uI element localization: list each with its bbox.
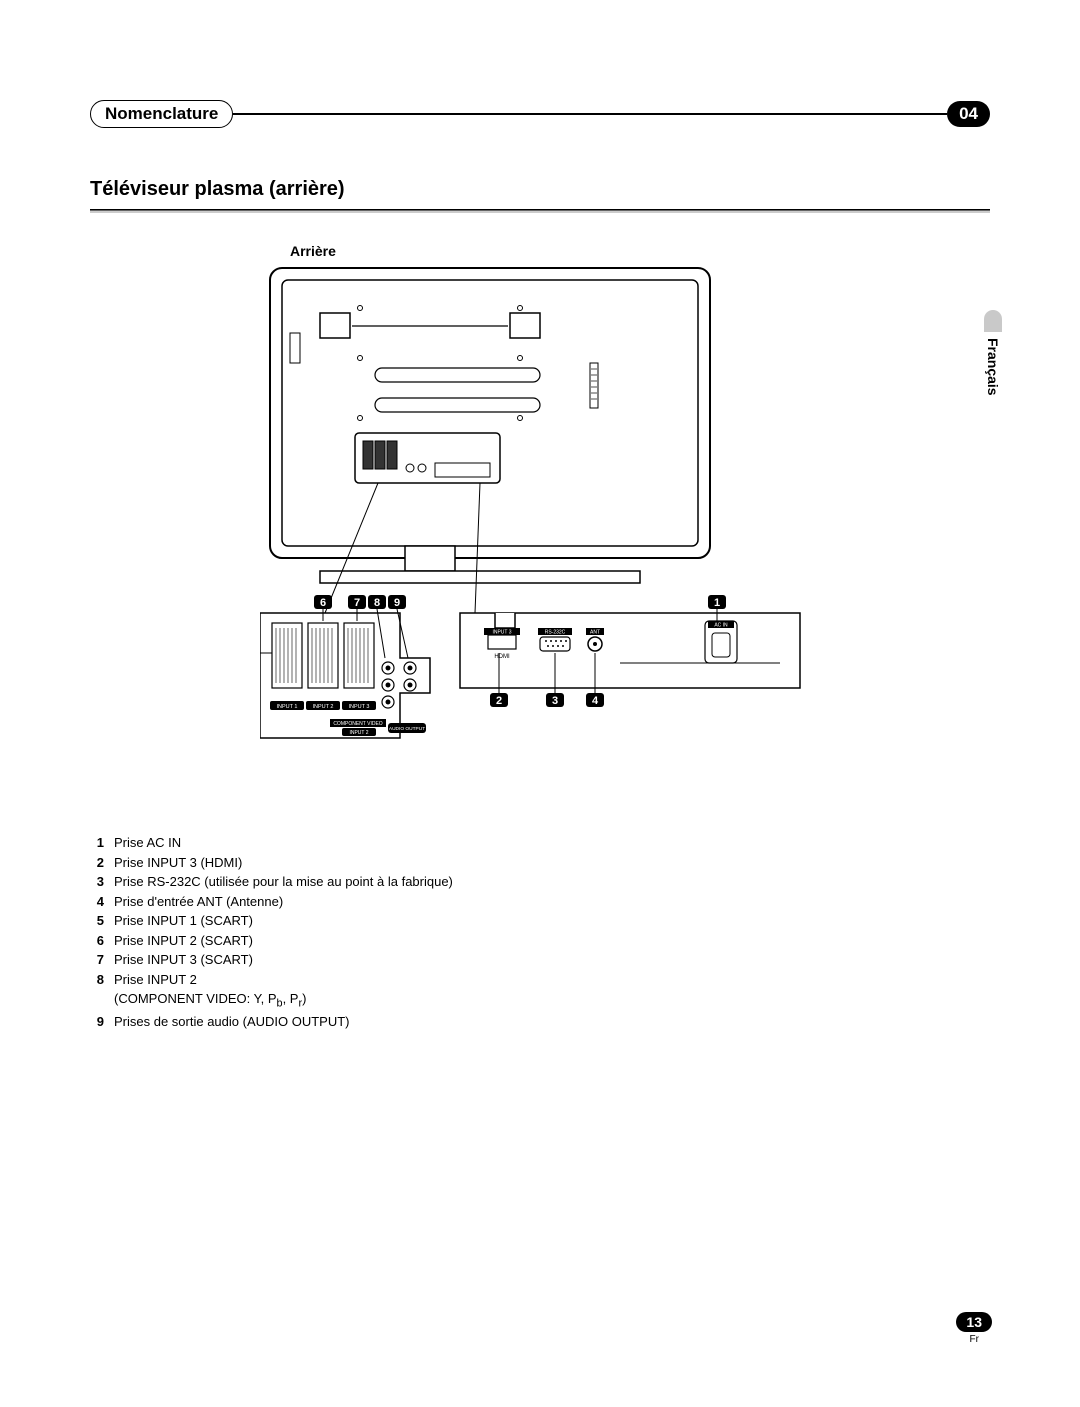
page-footer: 13 Fr bbox=[956, 1312, 992, 1345]
svg-text:ANT: ANT bbox=[590, 630, 600, 636]
legend-item: 2Prise INPUT 3 (HDMI) bbox=[90, 853, 990, 873]
svg-text:INPUT 3: INPUT 3 bbox=[492, 630, 511, 636]
legend-item-sub: (COMPONENT VIDEO: Y, Pb, Pr) bbox=[114, 989, 990, 1012]
rear-panel-diagram: INPUT 1 INPUT 2 INPUT 3 COMPONENT VIDEO … bbox=[260, 263, 820, 803]
svg-text:INPUT 1: INPUT 1 bbox=[277, 704, 298, 710]
svg-text:4: 4 bbox=[592, 695, 599, 707]
language-tab-cap bbox=[984, 310, 1002, 332]
header-rule bbox=[233, 113, 947, 115]
svg-text:COMPONENT VIDEO: COMPONENT VIDEO bbox=[333, 721, 382, 727]
svg-text:8: 8 bbox=[374, 597, 380, 609]
svg-text:AC IN: AC IN bbox=[714, 623, 728, 629]
svg-text:1: 1 bbox=[714, 597, 720, 609]
legend-item: 8Prise INPUT 2 bbox=[90, 970, 990, 990]
svg-text:6: 6 bbox=[320, 597, 326, 609]
chapter-header: Nomenclature 04 bbox=[90, 100, 990, 128]
page-number-badge: 13 bbox=[956, 1312, 992, 1332]
svg-text:INPUT 3: INPUT 3 bbox=[349, 704, 370, 710]
svg-text:HDMI: HDMI bbox=[494, 654, 510, 660]
legend-item: 7Prise INPUT 3 (SCART) bbox=[90, 950, 990, 970]
chapter-number-badge: 04 bbox=[947, 101, 990, 127]
legend-item: 9Prises de sortie audio (AUDIO OUTPUT) bbox=[90, 1012, 990, 1032]
language-tab-label: Français bbox=[985, 338, 1001, 396]
section-title: Téléviseur plasma (arrière) bbox=[90, 178, 990, 201]
svg-text:7: 7 bbox=[354, 597, 360, 609]
chapter-title-pill: Nomenclature bbox=[90, 100, 233, 128]
legend-item: 1Prise AC IN bbox=[90, 833, 990, 853]
svg-text:2: 2 bbox=[496, 695, 502, 707]
legend-item: 4Prise d'entrée ANT (Antenne) bbox=[90, 892, 990, 912]
svg-text:9: 9 bbox=[394, 597, 400, 609]
svg-text:INPUT 2: INPUT 2 bbox=[313, 704, 334, 710]
legend-list: 1Prise AC IN 2Prise INPUT 3 (HDMI) 3Pris… bbox=[90, 833, 990, 1031]
svg-text:INPUT 2: INPUT 2 bbox=[349, 730, 368, 736]
page-lang-code: Fr bbox=[956, 1334, 992, 1345]
diagram-label: Arrière bbox=[290, 243, 336, 259]
svg-text:3: 3 bbox=[552, 695, 558, 707]
language-tab: Français bbox=[984, 310, 1002, 396]
section-underline bbox=[90, 209, 990, 213]
svg-text:RS-232C: RS-232C bbox=[545, 630, 566, 636]
diagram-area: Arrière bbox=[90, 243, 990, 803]
legend-item: 3Prise RS-232C (utilisée pour la mise au… bbox=[90, 872, 990, 892]
legend-item: 5Prise INPUT 1 (SCART) bbox=[90, 911, 990, 931]
legend-item: 6Prise INPUT 2 (SCART) bbox=[90, 931, 990, 951]
svg-text:AUDIO OUTPUT: AUDIO OUTPUT bbox=[389, 726, 425, 732]
